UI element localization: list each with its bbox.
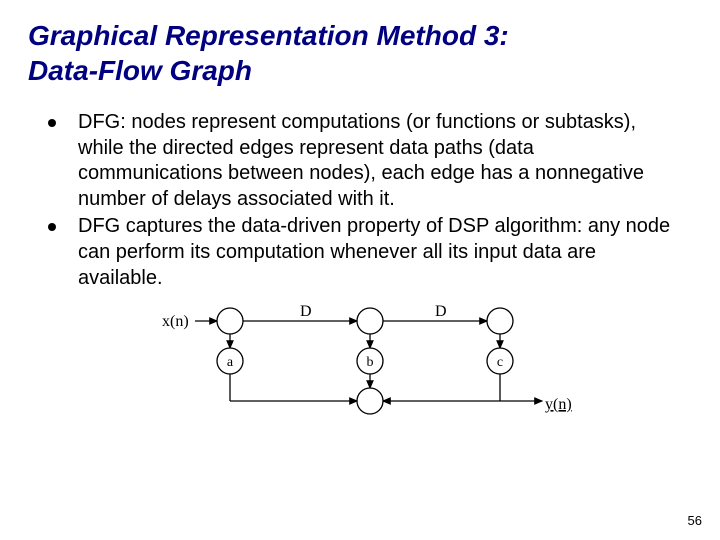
svg-text:b: b [367, 355, 374, 370]
svg-text:a: a [227, 355, 234, 370]
svg-text:x(n): x(n) [162, 313, 189, 330]
bullet-item: DFG captures the data-driven property of… [48, 214, 680, 291]
title-line-1: Graphical Representation Method 3: [28, 18, 692, 53]
title-line-2: Data-Flow Graph [28, 53, 692, 88]
bullet-icon [48, 119, 56, 127]
bullet-icon [48, 223, 56, 231]
bullet-item: DFG: nodes represent computations (or fu… [48, 110, 680, 212]
slide-title: Graphical Representation Method 3: Data-… [0, 0, 720, 88]
svg-text:y(n): y(n) [545, 396, 572, 413]
slide-number: 56 [688, 513, 702, 528]
bullet-list: DFG: nodes represent computations (or fu… [0, 88, 720, 291]
svg-text:D: D [435, 303, 447, 320]
svg-text:c: c [497, 355, 503, 370]
svg-text:D: D [300, 303, 312, 320]
dataflow-diagram: a b c x(n) D Dy(n) [0, 301, 720, 461]
bullet-text: DFG captures the data-driven property of… [78, 214, 680, 291]
bullet-text: DFG: nodes represent computations (or fu… [78, 110, 680, 212]
